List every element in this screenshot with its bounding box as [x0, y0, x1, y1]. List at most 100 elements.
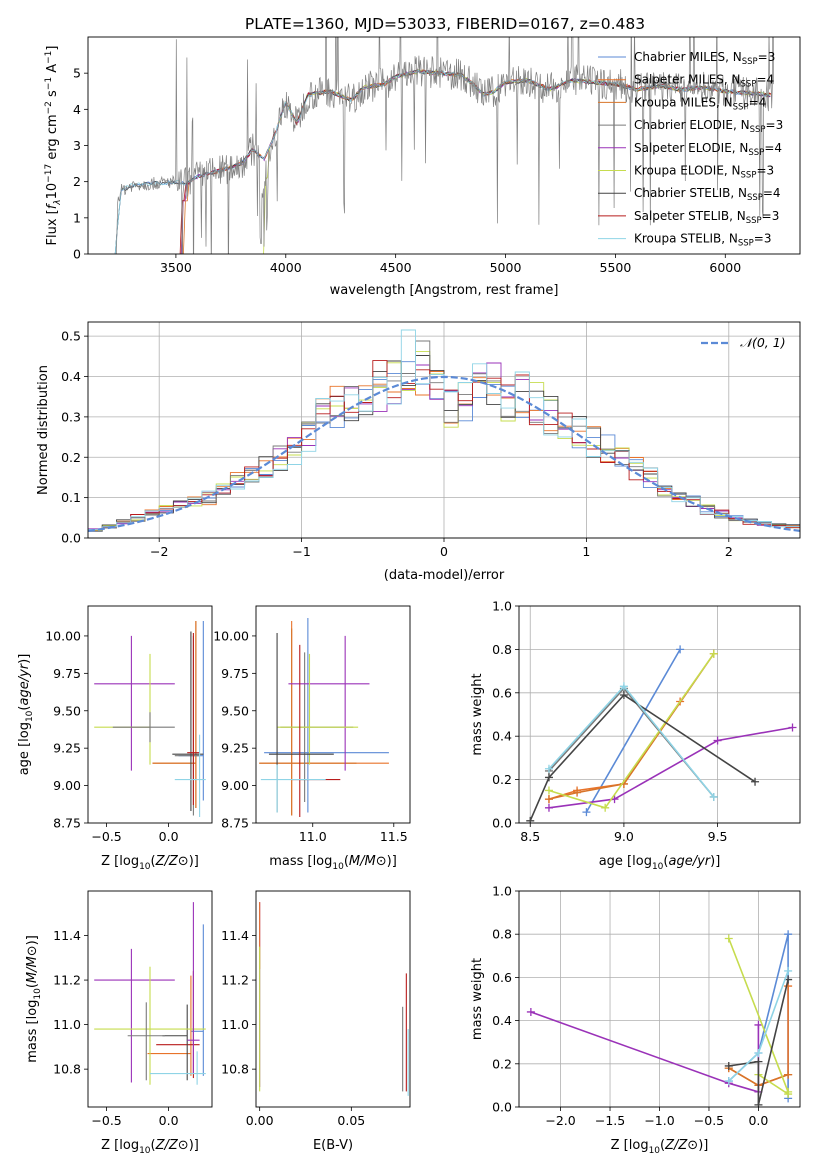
y-tick-label: 11.2 — [53, 973, 81, 988]
axes-frame — [518, 605, 801, 824]
mass-weight-marker — [754, 1100, 763, 1107]
x-tick-label: 0.05 — [337, 1113, 365, 1128]
y-tick-label: 0.0 — [492, 816, 512, 831]
mass-vs-Z-panel: −0.5 0.0 10.8 11.0 11.2 11.4 Z [log10(Z/Z⊙)] ma… — [25, 890, 213, 1156]
gaussian-line — [88, 375, 800, 532]
x-axis-label: age [log10(age/yr)] — [599, 854, 721, 872]
x-tick-label: −0.5 — [91, 829, 121, 844]
y-tick-label: 10.00 — [213, 628, 249, 643]
y-tick-label: 11.0 — [221, 1017, 249, 1032]
legend-label: Chabrier MILES, NSSP=3 — [634, 50, 775, 67]
mass-weight-line-4 — [530, 1011, 760, 1093]
y-tick-label: 10.8 — [221, 1062, 249, 1077]
histogram-line-8 — [88, 329, 800, 530]
y-tick-label: 9.50 — [221, 703, 249, 718]
residuals-panel: −2 −1 0 1 2 0.0 0.1 0.2 0.3 0.4 0.5 𝒩(0, 1) (data-mo… — [36, 321, 801, 583]
x-tick-label: −2 — [150, 544, 168, 559]
y-tick-label: 0.5 — [61, 329, 81, 344]
axes-frame — [518, 890, 801, 1108]
histogram-line-3 — [88, 340, 800, 532]
y-tick-label: 0.2 — [492, 1056, 512, 1071]
y-tick-label: 9.00 — [221, 778, 249, 793]
mass-weight-marker — [724, 934, 733, 943]
x-tick-label: 11.0 — [299, 829, 327, 844]
y-tick-label: 1.0 — [492, 599, 512, 614]
y-tick-label: 0.0 — [61, 531, 81, 546]
x-tick-label: −0.5 — [694, 1113, 724, 1128]
x-tick-label: 4000 — [270, 260, 302, 275]
legend-label: Salpeter MILES, NSSP=4 — [634, 73, 774, 90]
mass-weight-marker — [784, 1090, 793, 1099]
mass-weight-marker — [754, 1049, 763, 1057]
legend-label: Kroupa MILES, NSSP=4 — [634, 95, 766, 112]
spectrum-panel: 3500 4000 4500 5000 5500 6000 0 1 2 3 4 5 wavelength… — [44, 36, 801, 298]
mass-weight-marker — [619, 682, 628, 691]
legend-label: Salpeter ELODIE, NSSP=4 — [634, 141, 782, 158]
y-tick-label: 8.75 — [221, 816, 249, 831]
y-tick-label: 1.0 — [492, 884, 512, 899]
y-tick-label: 9.75 — [221, 666, 249, 681]
mass-weight-marker — [544, 773, 553, 782]
plot-area — [259, 617, 389, 818]
y-tick-label: 8.75 — [53, 816, 81, 831]
axes-frame — [87, 321, 801, 539]
y-axis-label: Flux [fλ10−17 erg cm−2 s−1 A−1] — [44, 46, 63, 246]
plot-area — [94, 620, 206, 818]
x-axis-label: (data-model)/error — [384, 568, 505, 583]
mass-weight-marker — [713, 736, 722, 745]
y-tick-label: 5 — [73, 66, 81, 81]
y-tick-label: 1 — [73, 210, 81, 225]
x-tick-label: 9.0 — [614, 829, 634, 844]
figure-title: PLATE=1360, MJD=53033, FIBERID=0167, z=0… — [245, 15, 645, 33]
x-tick-label: 0.0 — [159, 829, 179, 844]
x-tick-label: 9.5 — [708, 829, 728, 844]
mass-weight-line-2 — [548, 653, 715, 800]
mass-weight-marker — [784, 930, 793, 939]
x-tick-label: 0.00 — [246, 1113, 274, 1128]
mass-weight-marker — [544, 795, 553, 804]
x-tick-label: 5500 — [600, 260, 632, 275]
x-tick-label: −1.5 — [595, 1113, 625, 1128]
mass-weight-marker — [676, 645, 685, 654]
mass-weight-marker — [619, 690, 628, 699]
y-tick-label: 0.0 — [492, 1100, 512, 1115]
y-tick-label: 4 — [73, 102, 81, 117]
plot-area — [88, 329, 800, 532]
mass-weight-vs-Z-panel: −2.0 −1.5 −1.0 −0.5 0.0 0.0 0.2 0.4 0.6 0.8 1.0 mas… — [470, 884, 801, 1156]
plot-area — [114, 37, 774, 254]
plot-area — [526, 930, 793, 1107]
x-tick-label: 6000 — [709, 260, 741, 275]
mass-weight-marker — [784, 1070, 793, 1079]
mass-weight-marker — [544, 764, 553, 773]
mass-weight-marker — [754, 1057, 763, 1066]
x-tick-label: −2.0 — [545, 1113, 575, 1128]
y-tick-label: 0.8 — [492, 642, 512, 657]
x-axis-label: mass [log10(M/M⊙)] — [269, 854, 397, 872]
y-axis-label: mass [log10(M/M⊙)] — [25, 935, 43, 1063]
y-tick-label: 0.4 — [61, 369, 81, 384]
y-tick-label: 10.8 — [53, 1062, 81, 1077]
x-tick-label: 11.5 — [380, 829, 408, 844]
y-tick-label: 3 — [73, 138, 81, 153]
x-tick-label: 0.0 — [159, 1113, 179, 1128]
y-tick-label: 9.25 — [221, 741, 249, 756]
y-tick-label: 0.6 — [492, 685, 512, 700]
plot-area — [259, 902, 409, 1096]
age-vs-mass-panel: 11.0 11.5 8.75 9.00 9.25 9.50 9.75 10.00 mass [l… — [213, 605, 411, 872]
mass-weight-vs-age-panel: 8.5 9.0 9.5 0.0 0.2 0.4 0.6 0.8 1.0 mass weight ag… — [470, 599, 801, 872]
y-tick-label: 0.1 — [61, 490, 81, 505]
axes-frame — [87, 36, 801, 255]
y-tick-label: 9.00 — [53, 778, 81, 793]
y-tick-label: 9.75 — [53, 666, 81, 681]
plot-area — [94, 902, 206, 1085]
x-axis-label: wavelength [Angstrom, rest frame] — [330, 283, 559, 298]
y-tick-label: 9.25 — [53, 741, 81, 756]
axes-frame — [255, 890, 411, 1108]
y-tick-label: 0.2 — [61, 450, 81, 465]
legend-label: Kroupa ELODIE, NSSP=3 — [634, 164, 774, 181]
y-axis-label: age [log10(age/yr)] — [17, 654, 35, 776]
x-tick-label: 2 — [725, 544, 733, 559]
mass-weight-line-5 — [548, 653, 715, 809]
x-tick-label: 3500 — [160, 260, 192, 275]
x-axis-label: Z [log10(Z/Z⊙)] — [611, 1138, 709, 1156]
